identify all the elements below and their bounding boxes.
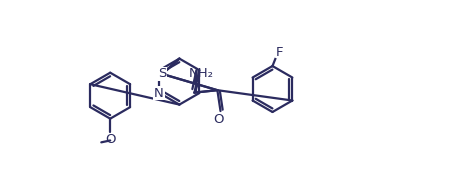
Text: NH₂: NH₂ bbox=[189, 67, 214, 80]
Text: S: S bbox=[158, 67, 166, 81]
Text: N: N bbox=[154, 87, 164, 100]
Text: O: O bbox=[105, 133, 115, 146]
Text: O: O bbox=[213, 113, 224, 126]
Text: F: F bbox=[276, 46, 283, 59]
